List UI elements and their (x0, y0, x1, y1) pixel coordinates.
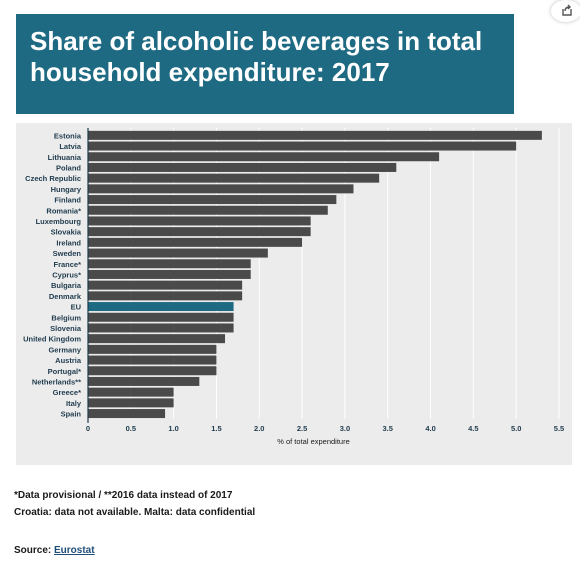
bar (88, 248, 268, 258)
bar (88, 130, 542, 140)
bar (88, 205, 328, 215)
x-tick-label: 3.0 (340, 424, 350, 433)
bar (88, 269, 251, 279)
x-tick-label: 0.5 (126, 424, 136, 433)
bar (88, 173, 380, 183)
chart-title: Share of alcoholic beverages in total ho… (30, 26, 502, 88)
bar (88, 152, 440, 162)
source-line: Source: Eurostat (14, 545, 95, 556)
footnote-availability: Croatia: data not available. Malta: data… (14, 507, 256, 518)
x-axis-label: % of total expenditure (277, 437, 350, 446)
bar (88, 141, 517, 151)
category-label: Slovakia (51, 228, 82, 237)
bar (88, 237, 303, 247)
category-label: Austria (55, 356, 82, 365)
category-label: Ireland (56, 238, 81, 247)
bar (88, 344, 217, 354)
category-label: Estonia (54, 131, 82, 140)
category-label: EU (71, 303, 81, 312)
category-label: Poland (56, 163, 81, 172)
bar (88, 398, 174, 408)
category-label: Lithuania (48, 153, 82, 162)
category-label: Romania* (46, 206, 81, 215)
category-label: Luxembourg (36, 217, 82, 226)
category-label: Latvia (59, 142, 82, 151)
x-tick-label: 2.5 (297, 424, 307, 433)
bar (88, 162, 397, 172)
bar (88, 387, 174, 397)
source-label: Source: (14, 545, 55, 556)
chart-panel: Estonia Latvia Lithuania Poland Czech Republ… (16, 123, 572, 465)
x-tick-label: 2.0 (254, 424, 264, 433)
bar (88, 302, 234, 312)
x-tick-label: 4.0 (425, 424, 435, 433)
share-icon (562, 4, 572, 16)
category-label: Slovenia (50, 324, 82, 333)
title-banner: Share of alcoholic beverages in total ho… (16, 14, 514, 114)
footnotes: *Data provisional / **2016 data instead … (14, 487, 255, 521)
category-label: Sweden (53, 249, 82, 258)
x-tick-label: 1.5 (211, 424, 221, 433)
category-label: United Kingdom (23, 335, 81, 344)
bar (88, 259, 251, 269)
category-label: Cyprus* (52, 270, 81, 279)
share-button[interactable] (551, 0, 580, 22)
bar (88, 227, 311, 237)
bar (88, 216, 311, 226)
category-label: Hungary (51, 185, 82, 194)
bar (88, 409, 166, 419)
category-label: Greece* (53, 388, 81, 397)
category-label: Bulgaria (51, 281, 82, 290)
bar (88, 184, 354, 194)
category-label: Spain (61, 410, 82, 419)
bar (88, 334, 226, 344)
category-label: Belgium (51, 313, 81, 322)
bar (88, 366, 217, 376)
bar (88, 195, 337, 205)
category-label: Germany (48, 345, 81, 354)
title-line-1: Share of alcoholic beverages in total (30, 26, 483, 56)
category-label: Italy (66, 399, 82, 408)
bar (88, 291, 243, 301)
bar (88, 280, 243, 290)
bar (88, 323, 234, 333)
x-tick-label: 5.5 (554, 424, 564, 433)
x-tick-label: 0 (86, 424, 90, 433)
x-tick-label: 4.5 (468, 424, 478, 433)
bar (88, 355, 217, 365)
x-tick-label: 1.0 (168, 424, 178, 433)
bar (88, 312, 234, 322)
category-label: Denmark (49, 292, 82, 301)
source-link[interactable]: Eurostat (54, 545, 95, 556)
category-label: Netherlands** (32, 377, 81, 386)
title-line-2: household expenditure: 2017 (30, 57, 390, 87)
category-label: Czech Republic (25, 174, 81, 183)
bar (88, 376, 200, 386)
category-label: Portugal* (48, 367, 81, 376)
category-label: Finland (54, 196, 81, 205)
x-tick-label: 3.5 (383, 424, 393, 433)
x-tick-label: 5.0 (511, 424, 521, 433)
footnote-provisional: *Data provisional / **2016 data instead … (14, 490, 233, 501)
category-label: France* (53, 260, 81, 269)
